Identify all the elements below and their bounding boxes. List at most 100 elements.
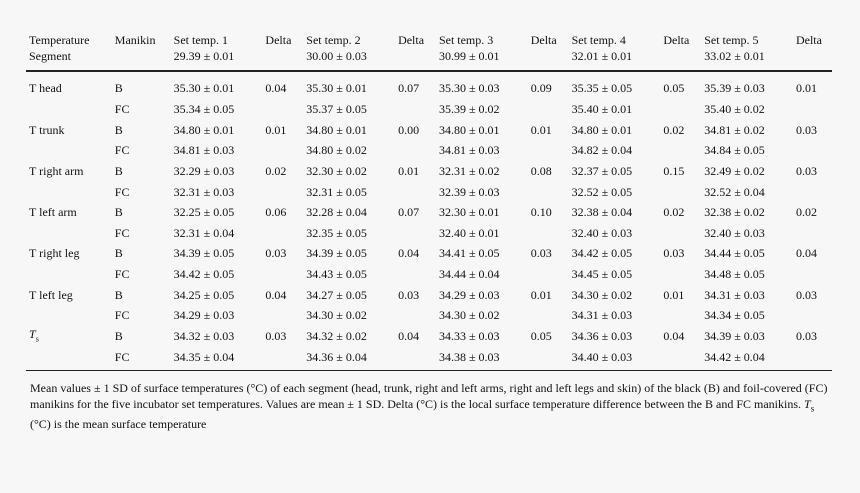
table-cell [796,305,832,326]
table-cell [398,346,439,370]
table-cell: 32.31 ± 0.02 [438,163,500,178]
table-cell [26,99,115,120]
table-row: T left leg B 34.25 ± 0.05 0.04 34.27 ± 0.05 0… [26,284,832,305]
table-cell: 32.40 ± 0.03 [571,225,633,240]
table-cell: 34.82 ± 0.04 [571,143,633,158]
table-cell: FC [114,225,130,240]
table-header-row: Temperature Segment Manikin Set temp. 1 29.3… [26,34,832,71]
table-cell [663,222,704,243]
table-cell: 0.09 [530,81,552,96]
caption-text-end: (°C) is the mean surface temperature [30,417,207,432]
column-header: Manikin [115,34,174,71]
table-cell: 0.03 [663,246,685,261]
table-cell [265,264,306,285]
table-cell: Ts [26,326,115,347]
table-row: T right arm B 32.29 ± 0.03 0.02 32.30 ± 0.02… [26,161,832,182]
table-cell: FC [114,184,130,199]
table-cell [531,222,572,243]
table-cell: 34.36 ± 0.03 [571,329,633,343]
table-cell: 34.29 ± 0.03 [173,308,235,323]
table-cell [531,99,572,120]
table-cell: 35.40 ± 0.01 [571,101,633,116]
table-cell: FC [114,308,130,323]
table-cell: 32.35 ± 0.05 [306,225,367,240]
column-header: Set temp. 2 30.00 ± 0.03 [306,34,398,71]
table-cell: 34.42 ± 0.05 [571,246,633,261]
table-cell [531,264,572,285]
table-cell [265,346,306,370]
column-header: Set temp. 1 29.39 ± 0.01 [174,34,266,71]
table-cell: B [114,246,123,261]
table-cell: 34.31 ± 0.03 [704,287,765,302]
column-header-line2: 29.39 ± 0.01 [173,49,235,63]
table-cell: 0.01 [265,122,287,137]
column-header-line1: Delta [398,33,425,47]
table-cell: B [114,81,123,96]
table-cell: 0.03 [265,329,287,343]
table-cell [796,140,832,161]
column-header: Delta [398,34,439,71]
table-cell: 34.39 ± 0.05 [306,246,367,261]
table-cell: B [114,205,123,220]
column-header: Delta [796,34,832,71]
table-cell: 34.42 ± 0.04 [704,349,765,364]
table-cell: FC [114,101,130,116]
column-header: Delta [265,34,306,71]
table-cell: 34.81 ± 0.02 [704,122,765,137]
table-cell: T left arm [29,205,77,220]
table-cell [26,264,115,285]
table-cell: B [114,287,123,302]
column-header-line1: Set temp. 2 [306,33,361,47]
table-cell [663,305,704,326]
table-cell: 0.04 [663,329,685,343]
table-cell [26,305,115,326]
table-cell: T right arm [29,163,84,178]
table-cell: 34.80 ± 0.01 [571,122,633,137]
table-cell: 32.52 ± 0.05 [571,184,633,199]
table-cell: 35.30 ± 0.03 [438,81,500,96]
table-cell [796,99,832,120]
table-row: FC 34.81 ± 0.03 34.80 ± 0.02 34.81 ± 0.03 34… [26,140,832,161]
table-cell: 32.31 ± 0.05 [306,184,367,199]
table-cell: 32.38 ± 0.02 [704,205,765,220]
table-cell: 0.04 [265,81,287,96]
table-cell [531,305,572,326]
table-cell [265,305,306,326]
table-cell: 32.38 ± 0.04 [571,205,633,220]
table-cell: 34.80 ± 0.01 [173,122,235,137]
table-cell: 34.38 ± 0.03 [438,349,500,364]
table-cell: 0.03 [265,246,287,261]
table-cell [26,181,115,202]
table-row: FC 34.35 ± 0.04 34.36 ± 0.04 34.38 ± 0.03 34… [26,346,832,371]
table-row: T left arm B 32.25 ± 0.05 0.06 32.28 ± 0.04 0… [26,202,832,223]
table-cell: 34.29 ± 0.03 [438,287,500,302]
table-cell [398,222,439,243]
table-cell: 34.48 ± 0.05 [704,267,765,282]
column-header-line1: Set temp. 3 [438,33,494,47]
table-cell: 34.43 ± 0.05 [306,267,367,282]
table-cell: T right leg [29,246,80,261]
column-header-line1: Delta [530,33,557,47]
table-cell: 32.49 ± 0.02 [704,163,765,178]
column-header-line1: Temperature [29,33,90,47]
table-cell: 34.44 ± 0.04 [438,267,500,282]
table-cell: 32.31 ± 0.03 [173,184,235,199]
table-cell: 0.07 [398,205,420,220]
table-row: FC 32.31 ± 0.04 32.35 ± 0.05 32.40 ± 0.01 32… [26,222,832,243]
column-header-line1: Delta [265,33,292,47]
table-cell: 32.29 ± 0.03 [173,163,235,178]
table-cell [26,222,115,243]
caption-text: Mean values ± 1 SD of surface temperatur… [30,381,828,411]
surface-temperature-table: Temperature Segment Manikin Set temp. 1 29.3… [26,34,832,371]
column-header: Temperature Segment [26,34,115,71]
column-header-line1: Set temp. 1 [173,33,228,47]
table-cell: 0.01 [663,287,685,302]
table-cell: 34.81 ± 0.03 [438,143,500,158]
table-cell: 35.30 ± 0.01 [306,81,367,96]
column-header-line2: 30.00 ± 0.03 [306,49,367,63]
table-cell: 0.01 [530,287,552,302]
table-row: FC 35.34 ± 0.05 35.37 ± 0.05 35.39 ± 0.02 35… [26,99,832,120]
table-cell: 35.40 ± 0.02 [704,101,765,116]
table-cell: 35.37 ± 0.05 [306,101,367,116]
table-cell: B [114,329,123,343]
